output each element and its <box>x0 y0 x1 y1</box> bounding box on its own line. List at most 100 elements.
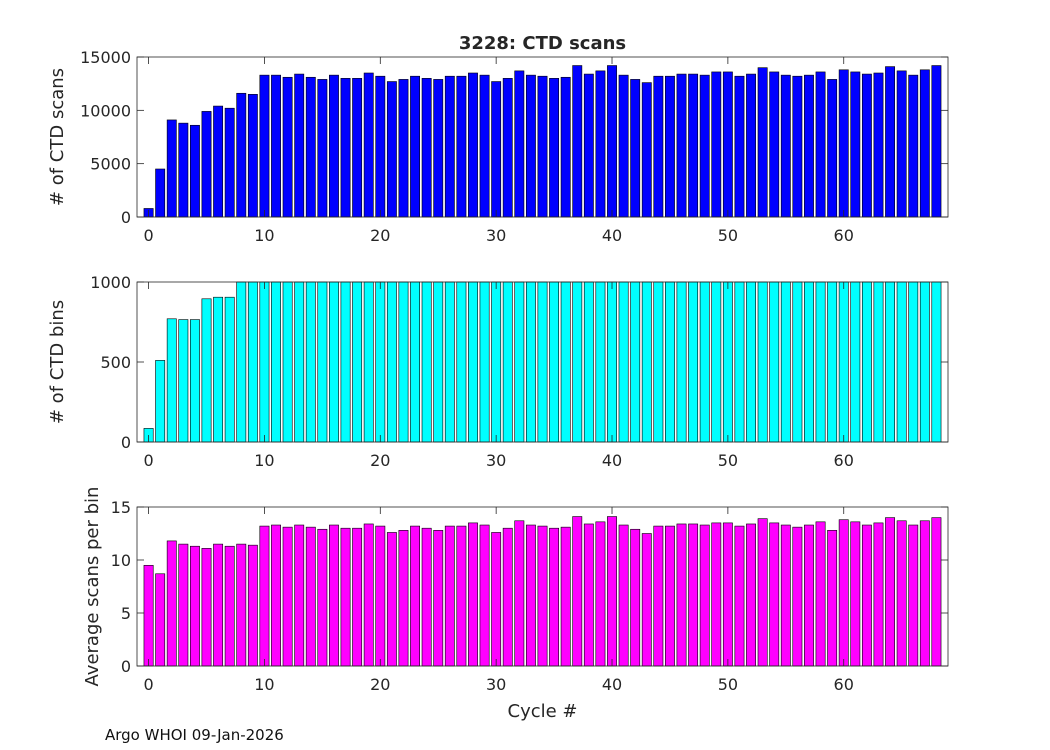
bar-p1-c60 <box>838 69 849 218</box>
bar-p3-c66 <box>908 524 919 667</box>
bar-p1-c9 <box>247 94 258 218</box>
bar-p3-c29 <box>479 524 490 667</box>
bar-p3-c24 <box>421 527 432 667</box>
bar-p3-c43 <box>641 533 652 667</box>
bar-p2-c19 <box>363 281 374 443</box>
bar-p2-c12 <box>282 281 293 443</box>
bar-p2-c18 <box>352 281 363 443</box>
ytick-label-p3-5: 5 <box>121 604 131 623</box>
bar-p2-c21 <box>386 281 397 443</box>
bar-p2-c28 <box>468 281 478 443</box>
bar-p1-c30 <box>491 81 502 218</box>
bar-p2-c17 <box>340 281 351 443</box>
bar-p1-c53 <box>757 67 768 218</box>
xtick-label-p2-10: 10 <box>254 451 274 470</box>
bar-p2-c10 <box>259 281 270 443</box>
bar-p1-c40 <box>607 65 617 218</box>
bar-p3-c14 <box>305 526 316 667</box>
bar-p1-c13 <box>294 73 305 218</box>
xtick-label-p1-30: 30 <box>486 226 506 245</box>
bar-p1-c31 <box>502 78 513 218</box>
xtick-label-p3-10: 10 <box>254 675 274 694</box>
bar-p3-c58 <box>815 521 826 667</box>
bar-p1-c50 <box>722 71 733 218</box>
bar-p2-c59 <box>827 281 838 443</box>
bar-p2-c31 <box>502 281 513 443</box>
bar-p3-c23 <box>410 525 420 667</box>
ytick-label-p2-500: 500 <box>100 353 131 372</box>
bar-p3-c59 <box>827 530 838 667</box>
bar-p1-c3 <box>178 122 189 218</box>
bar-p3-c39 <box>595 521 606 667</box>
bar-p2-c40 <box>607 281 617 443</box>
xtick-label-p3-20: 20 <box>370 675 390 694</box>
xtick-label-p1-40: 40 <box>602 226 622 245</box>
bar-p1-c67 <box>919 69 930 218</box>
bar-p3-c47 <box>688 523 699 667</box>
bar-p2-c64 <box>885 281 896 443</box>
bar-p1-c44 <box>653 75 664 218</box>
bar-p2-c44 <box>653 281 664 443</box>
bar-p1-c26 <box>444 75 455 218</box>
xtick-label-p3-60: 60 <box>834 675 854 694</box>
bar-p3-c35 <box>549 527 560 667</box>
bar-p2-c7 <box>224 296 235 443</box>
bar-p3-c0 <box>143 564 154 667</box>
bar-p2-c2 <box>166 318 177 443</box>
bar-p3-c3 <box>178 543 189 667</box>
bar-p2-c11 <box>271 281 281 443</box>
bar-p1-c37 <box>572 65 583 218</box>
bar-p1-c57 <box>804 74 814 218</box>
bar-p1-c22 <box>398 79 409 218</box>
bar-p1-c4 <box>189 124 200 218</box>
bar-p2-c38 <box>583 281 594 443</box>
ytick-label-p1-5000: 5000 <box>90 155 131 174</box>
xtick-label-p1-50: 50 <box>718 226 738 245</box>
bar-p1-c52 <box>746 73 756 218</box>
bar-p1-c66 <box>908 74 919 218</box>
bar-p1-c51 <box>734 75 745 218</box>
bar-p1-c56 <box>792 75 803 218</box>
bar-p3-c7 <box>224 545 235 667</box>
bar-p3-c60 <box>838 519 849 667</box>
bar-p2-c68 <box>931 281 942 443</box>
bar-p1-c6 <box>213 105 224 218</box>
xtick-label-p1-60: 60 <box>834 226 854 245</box>
bar-p2-c67 <box>919 281 930 443</box>
bar-p2-c20 <box>375 281 386 443</box>
bar-p2-c29 <box>479 281 490 443</box>
xtick-label-p1-0: 0 <box>143 226 153 245</box>
bar-p3-c2 <box>166 540 177 667</box>
bar-p1-c35 <box>549 78 560 218</box>
ytick-label-p1-10000: 10000 <box>80 101 131 120</box>
bar-p2-c46 <box>676 281 687 443</box>
bar-p2-c37 <box>572 281 583 443</box>
bar-p2-c25 <box>433 281 444 443</box>
bar-p3-c5 <box>201 548 212 667</box>
bar-p3-c41 <box>618 524 629 667</box>
bar-p1-c8 <box>236 92 247 218</box>
bar-p3-c57 <box>804 524 814 667</box>
bar-p1-c34 <box>537 75 548 218</box>
bar-p2-c39 <box>595 281 606 443</box>
bar-p2-c51 <box>734 281 745 443</box>
bar-p2-c58 <box>815 281 826 443</box>
bar-p3-c45 <box>665 525 675 667</box>
bar-p2-c47 <box>688 281 699 443</box>
bar-p1-c62 <box>861 73 872 218</box>
bar-p3-c4 <box>189 545 200 667</box>
bar-p3-c18 <box>352 527 363 667</box>
bar-p2-c35 <box>549 281 560 443</box>
bar-p1-c68 <box>931 65 942 218</box>
bar-p3-c68 <box>931 517 942 667</box>
bar-p3-c37 <box>572 516 583 667</box>
bar-p3-c15 <box>317 528 328 667</box>
bar-p3-c17 <box>340 527 351 667</box>
bar-p2-c3 <box>178 319 189 443</box>
xtick-label-p1-10: 10 <box>254 226 274 245</box>
bar-p1-c5 <box>201 111 212 218</box>
bar-p3-c56 <box>792 526 803 667</box>
bar-p1-c20 <box>375 75 386 218</box>
xtick-label-p2-0: 0 <box>143 451 153 470</box>
bar-p1-c33 <box>525 74 536 218</box>
